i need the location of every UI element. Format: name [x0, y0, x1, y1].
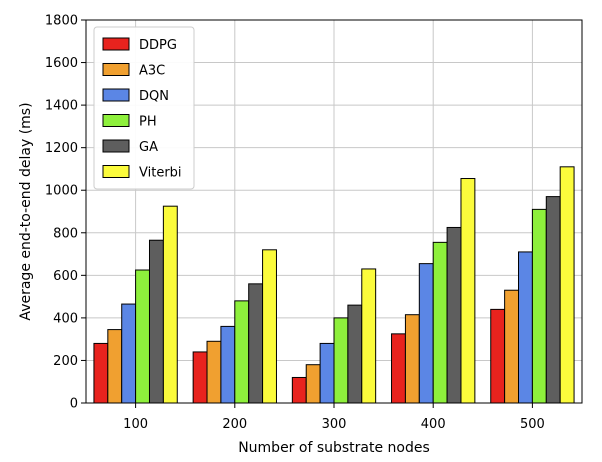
- x-tick-label: 400: [421, 417, 446, 432]
- legend-label-ddpg: DDPG: [139, 38, 177, 53]
- bar-dqn-500: [518, 251, 533, 404]
- bar-ph-500: [531, 208, 547, 404]
- x-tick-label: 300: [322, 417, 347, 432]
- bar-viterbi-400: [460, 178, 476, 404]
- bar-a3c-400: [404, 314, 420, 404]
- bar-viterbi-500: [559, 166, 575, 404]
- legend-swatch-a3c: [102, 63, 130, 76]
- bar-a3c-500: [504, 289, 520, 404]
- legend-swatch-ga: [102, 139, 130, 153]
- x-axis-label: Number of substrate nodes: [238, 440, 430, 456]
- y-axis-ticks: 0 200 400 600 800 1000 1200 1400 1600 1800: [45, 14, 86, 412]
- legend-swatch-dqn: [102, 88, 130, 102]
- y-tick-label: 200: [53, 354, 78, 369]
- bar-viterbi-200: [262, 249, 277, 404]
- bar-ddpg-100: [93, 342, 109, 404]
- bar-dqn-400: [418, 263, 434, 404]
- y-tick-label: 1400: [45, 99, 78, 114]
- y-tick-label: 0: [70, 397, 78, 412]
- y-axis-label: Average end-to-end delay (ms): [18, 102, 34, 320]
- bar-ph-200: [234, 300, 250, 404]
- bar-ga-300: [347, 304, 363, 404]
- bar-dqn-300: [319, 342, 335, 404]
- legend-label-a3c: A3C: [139, 64, 165, 79]
- bar-dqn-200: [220, 325, 236, 404]
- bar-ddpg-400: [391, 333, 406, 404]
- y-tick-label: 1600: [45, 56, 78, 71]
- bar-ph-300: [333, 317, 349, 404]
- bar-ddpg-200: [192, 351, 208, 404]
- legend-label-dqn: DQN: [139, 89, 169, 104]
- bar-ddpg-500: [490, 308, 506, 404]
- x-tick-label: 100: [123, 417, 148, 432]
- bar-ph-400: [432, 241, 448, 404]
- legend-label-ga: GA: [139, 140, 158, 155]
- bar-a3c-300: [305, 364, 321, 404]
- legend-swatch-ph: [102, 114, 130, 127]
- bar-ga-500: [545, 196, 561, 404]
- bars: [93, 166, 575, 404]
- bar-ga-400: [446, 226, 462, 404]
- bar-a3c-200: [206, 340, 222, 404]
- bar-dqn-100: [121, 303, 137, 404]
- legend-label-viterbi: Viterbi: [139, 166, 182, 181]
- bar-ph-100: [135, 269, 150, 404]
- bar-viterbi-100: [162, 205, 178, 404]
- y-tick-label: 800: [53, 226, 78, 241]
- y-tick-label: 1200: [45, 141, 78, 156]
- x-tick-label: 500: [520, 417, 545, 432]
- y-tick-label: 600: [53, 269, 78, 284]
- legend: DDPG A3C DQN PH GA Viterbi: [93, 26, 195, 190]
- bar-a3c-100: [107, 329, 123, 404]
- legend-swatch-ddpg: [102, 37, 130, 51]
- bar-ga-200: [248, 283, 264, 404]
- bar-ga-100: [148, 239, 164, 404]
- bar-viterbi-300: [361, 268, 377, 404]
- legend-label-ph: PH: [139, 115, 157, 130]
- x-axis-ticks: 100 200 300 400 500: [123, 403, 545, 432]
- y-tick-label: 1000: [45, 184, 78, 199]
- y-tick-label: 1800: [45, 14, 78, 29]
- x-tick-label: 200: [222, 417, 247, 432]
- bar-ddpg-300: [291, 376, 307, 404]
- y-tick-label: 400: [53, 311, 78, 326]
- legend-swatch-viterbi: [102, 165, 130, 178]
